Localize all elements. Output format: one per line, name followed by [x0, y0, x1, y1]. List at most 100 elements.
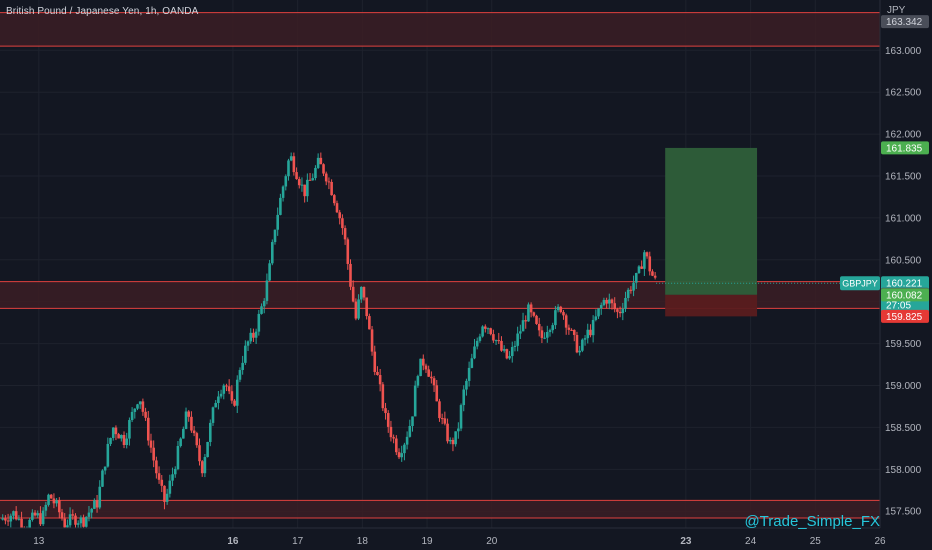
candle-body	[400, 453, 404, 458]
candle-body	[537, 323, 541, 331]
candle-body	[357, 299, 360, 319]
candle-body	[233, 400, 236, 406]
candle-body	[629, 289, 633, 291]
candle-body	[540, 330, 544, 338]
candle-body	[214, 402, 217, 408]
candle-body	[41, 510, 45, 525]
candle-body	[182, 428, 185, 439]
candle-body	[47, 494, 50, 505]
candle-body	[265, 280, 269, 301]
candle-body	[438, 401, 441, 419]
candle-body	[618, 311, 622, 314]
candle-body	[521, 320, 525, 332]
candle-body	[483, 326, 487, 329]
candle-body	[257, 313, 261, 332]
candle-body	[486, 328, 490, 330]
candle-body	[413, 385, 417, 417]
stop-price-label-text: 159.825	[886, 312, 923, 323]
candle-body	[63, 518, 67, 528]
candle-body	[235, 379, 239, 406]
candle-body	[144, 411, 147, 418]
candle-body	[93, 500, 96, 509]
candle-body	[354, 301, 358, 319]
candle-body	[268, 263, 271, 281]
candle-body	[187, 411, 191, 417]
stop-zone[interactable]	[665, 294, 758, 317]
candle-body	[311, 178, 315, 181]
price-tick-label: 159.000	[885, 381, 922, 392]
candle-body	[324, 173, 328, 182]
candle-body	[133, 408, 137, 412]
candle-body	[421, 358, 425, 366]
target-zone[interactable]	[665, 147, 758, 295]
candle-body	[308, 179, 312, 181]
candle-body	[1, 518, 4, 520]
candle-body	[33, 512, 37, 516]
candle-body	[146, 417, 150, 441]
stop-price-label	[881, 309, 929, 323]
candle-body	[176, 445, 180, 470]
candle-body	[591, 319, 595, 336]
candle-body	[430, 376, 433, 379]
time-tick-label: 25	[810, 536, 822, 547]
candle-body	[505, 349, 509, 359]
candle-body	[254, 331, 258, 338]
candle-body	[173, 469, 177, 475]
candle-body	[141, 401, 145, 412]
price-tick-label: 163.000	[885, 46, 922, 57]
candle-body	[6, 520, 10, 522]
candle-body	[39, 513, 42, 525]
candle-body	[306, 179, 309, 197]
candle-body	[546, 331, 549, 338]
candle-body	[14, 511, 18, 520]
candle-body	[273, 229, 277, 243]
candle-body	[322, 164, 325, 174]
candle-body	[419, 358, 422, 377]
candle-body	[602, 299, 606, 306]
candle-body	[651, 271, 654, 276]
candle-body	[241, 362, 244, 371]
lower-zone	[0, 500, 880, 518]
candle-body	[508, 356, 511, 359]
candle-body	[408, 426, 412, 437]
candle-body	[351, 286, 355, 302]
candle-body	[427, 369, 430, 377]
candle-body	[502, 349, 506, 351]
candle-body	[381, 384, 385, 409]
price-tick-label: 162.000	[885, 130, 922, 141]
ticker-tag[interactable]	[840, 276, 880, 291]
candle-body	[55, 500, 58, 504]
candle-body	[373, 351, 377, 372]
candle-body	[626, 289, 630, 298]
candle-body	[589, 329, 592, 336]
candle-body	[465, 380, 468, 390]
candle-body	[130, 411, 134, 421]
candle-body	[76, 523, 80, 525]
candle-body	[200, 461, 204, 474]
candle-body	[330, 181, 333, 196]
candle-body	[249, 332, 253, 342]
candle-body	[184, 411, 188, 429]
price-axis[interactable]	[880, 0, 932, 550]
candle-body	[106, 443, 110, 467]
candle-body	[451, 439, 455, 445]
time-axis[interactable]	[0, 528, 932, 550]
current-price-label-line-2: 27:05	[886, 301, 911, 312]
candle-body	[279, 197, 282, 215]
candle-body	[359, 286, 363, 300]
candle-body	[432, 378, 436, 386]
candle-body	[610, 299, 614, 304]
candle-body	[497, 340, 501, 342]
price-tick-label: 160.500	[885, 255, 922, 266]
candle-body	[470, 358, 474, 368]
candle-body	[125, 438, 129, 445]
candle-body	[60, 512, 64, 519]
price-tick-label: 161.000	[885, 213, 922, 224]
candle-body	[570, 329, 573, 331]
candle-body	[341, 218, 344, 229]
candle-body	[87, 512, 91, 517]
candle-body	[389, 426, 393, 438]
candle-body	[335, 203, 339, 213]
candle-body	[608, 299, 611, 304]
